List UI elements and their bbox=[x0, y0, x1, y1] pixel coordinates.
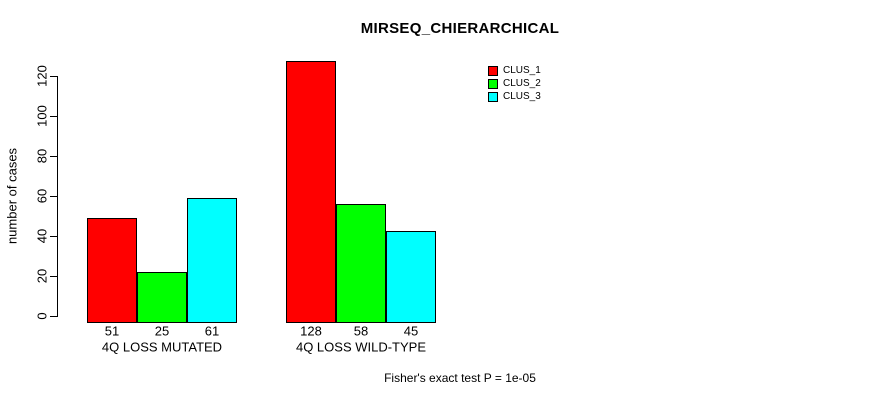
y-axis-tick bbox=[50, 316, 57, 317]
bar-value-label: 45 bbox=[403, 323, 419, 339]
y-axis-tick bbox=[50, 156, 57, 157]
bar-value-label: 58 bbox=[353, 323, 369, 339]
y-axis-tick bbox=[50, 196, 57, 197]
bar bbox=[137, 272, 187, 323]
legend-label: CLUS_3 bbox=[503, 91, 541, 102]
chart-title: MIRSEQ_CHIERARCHICAL bbox=[360, 20, 560, 37]
bar bbox=[386, 231, 436, 323]
y-axis-tick bbox=[50, 76, 57, 77]
y-axis-tick-label: 80 bbox=[34, 148, 50, 164]
y-axis-tick bbox=[50, 116, 57, 117]
x-category-label: 4Q LOSS MUTATED bbox=[101, 339, 223, 355]
legend-label: CLUS_1 bbox=[503, 65, 541, 76]
y-axis-tick-label: 100 bbox=[34, 105, 50, 127]
legend-label: CLUS_2 bbox=[503, 78, 541, 89]
legend-item: CLUS_2 bbox=[488, 77, 541, 90]
y-axis-tick-label: 40 bbox=[34, 228, 50, 244]
y-axis-line bbox=[57, 76, 58, 317]
bar bbox=[187, 198, 237, 323]
x-category-label: 4Q LOSS WILD-TYPE bbox=[295, 339, 427, 355]
legend-swatch bbox=[488, 65, 498, 76]
bar bbox=[286, 61, 336, 323]
y-axis-tick-label: 0 bbox=[34, 312, 50, 320]
y-axis-tick-label: 120 bbox=[34, 65, 50, 87]
legend-swatch bbox=[488, 78, 498, 89]
legend-item: CLUS_1 bbox=[488, 64, 541, 77]
bar bbox=[87, 218, 137, 323]
legend-item: CLUS_3 bbox=[488, 90, 541, 103]
y-axis-tick bbox=[50, 276, 57, 277]
bar bbox=[336, 204, 386, 323]
bar-value-label: 51 bbox=[104, 323, 120, 339]
y-axis-label: number of cases bbox=[4, 147, 20, 245]
y-axis-tick bbox=[50, 236, 57, 237]
y-axis-tick-label: 20 bbox=[34, 268, 50, 284]
bar-value-label: 61 bbox=[204, 323, 220, 339]
legend: CLUS_1 CLUS_2 CLUS_3 bbox=[488, 64, 541, 103]
legend-swatch bbox=[488, 91, 498, 102]
pvalue-annotation: Fisher's exact test P = 1e-05 bbox=[384, 371, 536, 385]
bar-value-label: 25 bbox=[154, 323, 170, 339]
bar-value-label: 128 bbox=[300, 323, 322, 339]
y-axis-tick-label: 60 bbox=[34, 188, 50, 204]
